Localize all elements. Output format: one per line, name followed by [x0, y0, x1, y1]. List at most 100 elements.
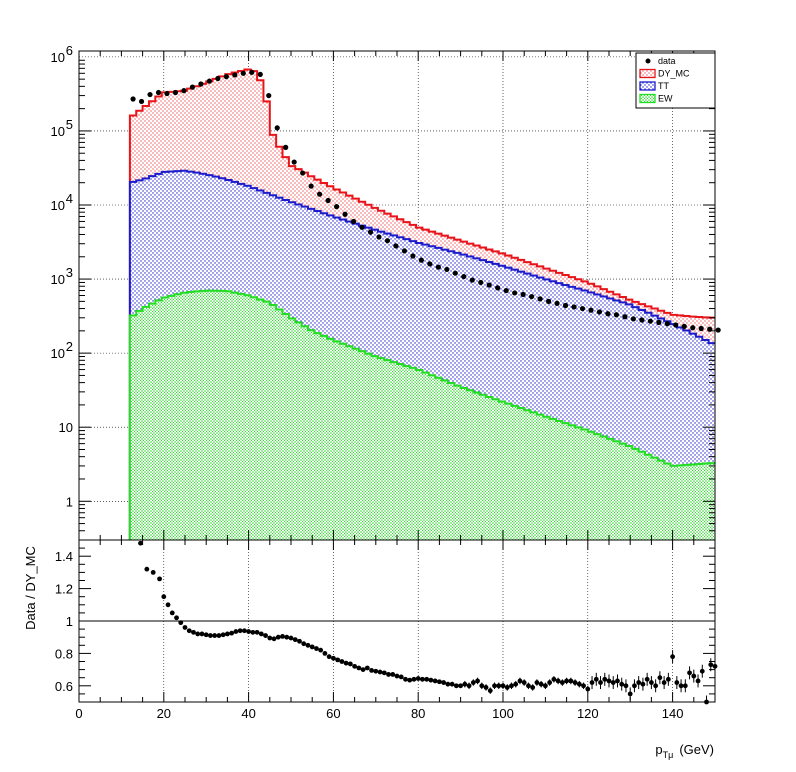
ratio-point — [636, 680, 642, 685]
ratio-point — [649, 680, 654, 685]
ratio-point — [263, 633, 268, 638]
top-y-tick-label: 10 — [51, 198, 65, 213]
ratio-point — [674, 680, 680, 685]
ratio-point — [373, 668, 379, 674]
ratio-point — [339, 659, 345, 664]
ratio-point — [513, 681, 519, 687]
legend-label: EW — [658, 94, 673, 104]
ratio-y-axis-title: Data / DY_MC — [23, 546, 38, 630]
ratio-point — [208, 633, 213, 638]
data-point — [308, 183, 314, 189]
ratio-point — [568, 678, 574, 684]
data-point — [681, 323, 687, 329]
ratio-point — [572, 680, 578, 685]
top-y-tick-exponent: 2 — [66, 339, 73, 354]
ratio-point — [246, 629, 252, 634]
data-point — [215, 75, 221, 82]
data-point — [291, 159, 297, 165]
data-point — [333, 204, 340, 210]
data-point — [189, 84, 196, 90]
ratio-point — [258, 631, 264, 637]
ratio-point — [352, 663, 357, 669]
ratio-point — [483, 685, 489, 690]
ratio-point — [619, 681, 625, 687]
legend-label: DY_MC — [658, 69, 690, 79]
ratio-point — [403, 676, 408, 682]
ratio-point — [220, 632, 226, 638]
bottom-ticks — [78, 539, 716, 703]
data-point — [206, 78, 212, 84]
ratio-point — [150, 570, 156, 575]
ratio-point — [318, 647, 324, 653]
bottom-y-tick-labels: 0.6 0.8 1 1.2 1.4 — [55, 549, 73, 694]
data-point — [554, 300, 560, 306]
data-point — [300, 170, 306, 176]
ratio-point — [199, 631, 205, 637]
ratio-point — [559, 680, 565, 685]
ratio-point — [665, 676, 671, 682]
data-point — [571, 304, 577, 310]
data-point — [130, 96, 136, 102]
ratio-points — [138, 540, 718, 705]
data-point — [545, 298, 552, 304]
ratio-point — [504, 685, 510, 690]
ratio-point — [445, 681, 451, 687]
data-point — [376, 234, 382, 240]
legend-label: data — [658, 56, 676, 66]
ratio-point — [678, 683, 684, 689]
top-data-points — [130, 69, 721, 333]
data-point — [639, 317, 645, 323]
ratio-point — [526, 683, 531, 689]
x-tick-label: 40 — [241, 706, 255, 721]
ratio-point — [615, 678, 620, 684]
ratio-point — [182, 625, 188, 630]
ratio-point — [695, 678, 701, 684]
ratio-point — [169, 610, 175, 616]
ratio-point — [627, 691, 633, 697]
data-point — [427, 261, 433, 267]
ratio-point — [241, 628, 247, 634]
ratio-point — [657, 675, 663, 681]
ratio-point — [661, 680, 667, 685]
ratio-point — [356, 665, 362, 671]
data-point — [266, 92, 272, 99]
ratio-point — [360, 667, 366, 672]
ratio-point — [225, 631, 230, 637]
data-point — [673, 322, 679, 328]
bottom-y-tick-label: 1.4 — [55, 549, 73, 564]
data-point — [274, 125, 280, 131]
ratio-point — [708, 662, 714, 668]
ratio-point — [161, 594, 167, 600]
ratio-point — [682, 683, 688, 689]
ratio-point — [492, 683, 497, 689]
data-point — [529, 293, 535, 300]
ratio-point — [275, 634, 281, 640]
ratio-point — [394, 673, 400, 679]
ratio-point — [292, 637, 298, 643]
ratio-point — [632, 683, 637, 689]
data-point — [537, 296, 543, 302]
ratio-point — [475, 678, 480, 684]
data-point — [622, 314, 628, 320]
ratio-point — [428, 677, 434, 683]
ratio-point — [458, 683, 463, 689]
ratio-point — [585, 686, 591, 692]
ratio-point — [314, 646, 319, 651]
data-point — [469, 277, 475, 283]
ratio-point — [203, 632, 209, 638]
data-point — [240, 70, 246, 76]
x-tick-label: 80 — [411, 706, 425, 721]
data-point — [172, 89, 179, 96]
ratio-point — [178, 620, 184, 626]
data-point — [664, 321, 670, 327]
top-y-tick-label: 10 — [51, 50, 65, 65]
bottom-panel: 0.6 0.8 1 1.2 1.4 0 20 40 60 80 100 120 140 Data / … — [23, 539, 718, 760]
data-point — [317, 191, 323, 197]
ratio-point — [437, 679, 442, 685]
ratio-point — [191, 629, 196, 635]
x-tick-label: 20 — [157, 706, 171, 721]
ratio-point — [517, 678, 523, 684]
ratio-point — [288, 635, 294, 641]
ratio-point — [157, 576, 162, 582]
